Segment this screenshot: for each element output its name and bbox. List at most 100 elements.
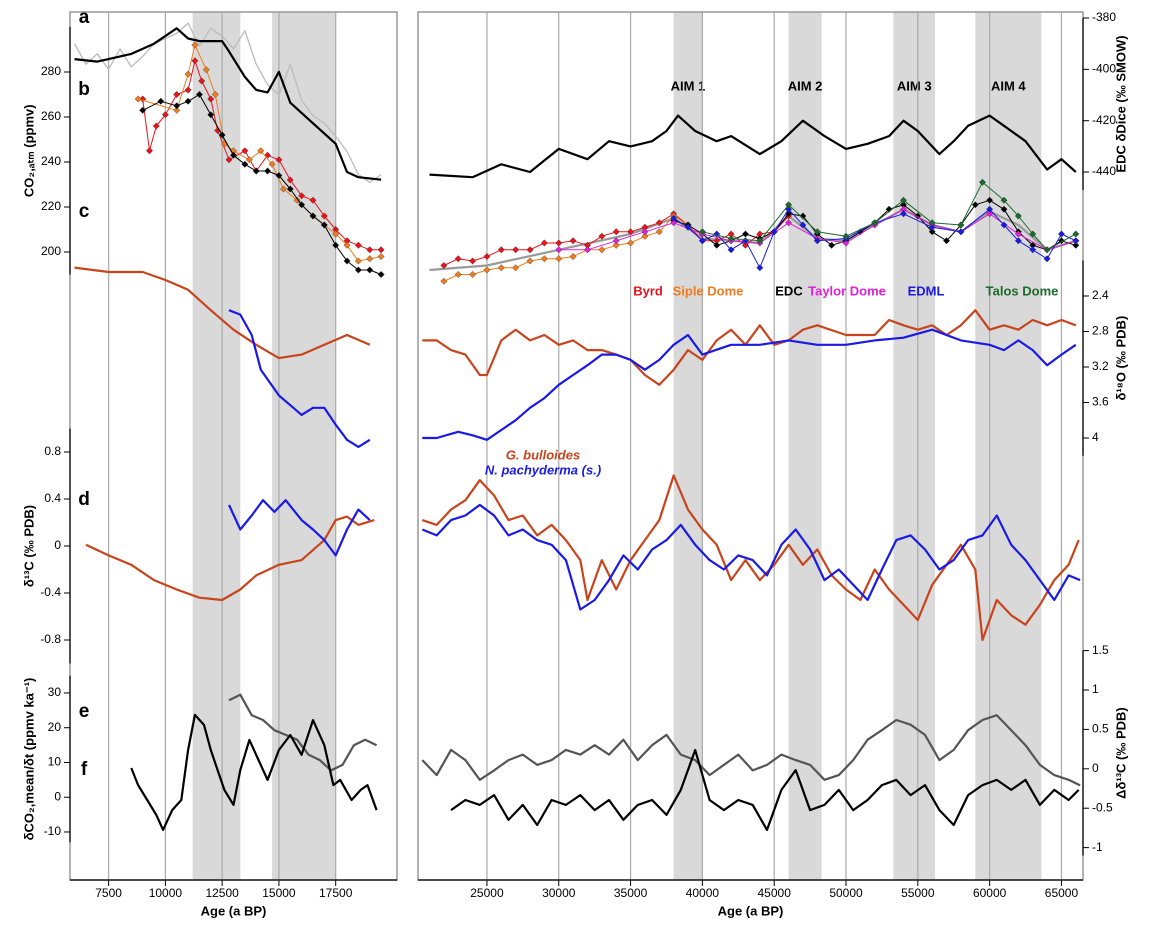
panel-letter: d [78, 489, 90, 510]
x-axis-label: Age (a BP) [718, 903, 784, 918]
y-tick-label: 260 [41, 109, 61, 123]
data-point [684, 223, 692, 231]
y-tick-label: -380 [1092, 10, 1116, 24]
data-point [184, 97, 192, 105]
y-tick-label: 0.4 [44, 491, 61, 505]
x-tick-label: 30000 [542, 886, 576, 900]
data-point [655, 219, 663, 227]
series-line [142, 60, 382, 251]
data-point [978, 178, 986, 186]
data-point [1014, 230, 1022, 238]
series-line [421, 474, 1080, 642]
data-point [241, 147, 249, 155]
y-tick-label: -420 [1092, 113, 1116, 127]
data-point [275, 172, 283, 179]
data-point [184, 86, 192, 94]
legend-entry: EDC [775, 283, 803, 298]
y-tick-label: -1 [1092, 840, 1103, 854]
series-line [142, 94, 382, 275]
data-point [173, 102, 181, 110]
shaded-band [788, 12, 822, 880]
data-point [309, 212, 317, 220]
data-point [230, 151, 237, 159]
series-line [228, 309, 371, 448]
data-point [612, 237, 620, 245]
data-point [173, 106, 181, 114]
data-point [799, 212, 807, 220]
data-point [986, 196, 994, 204]
data-point [298, 201, 306, 209]
series-line [450, 748, 1080, 831]
y-tick-label: 20 [48, 720, 62, 734]
y-tick-label: 3.2 [1092, 359, 1109, 373]
y-axis-label: δ¹⁸O (‰ PDB) [1113, 316, 1128, 401]
data-point [899, 196, 907, 204]
data-point [225, 156, 233, 164]
data-point [957, 221, 965, 229]
series-line [85, 515, 375, 602]
data-point [871, 219, 879, 227]
band-label: AIM 2 [788, 78, 823, 93]
data-point [1072, 241, 1080, 249]
panel-letter: f [81, 759, 88, 780]
shaded-band [893, 12, 936, 880]
legend-entry: Taylor Dome [808, 283, 886, 298]
panel-letter: b [78, 79, 90, 100]
data-point [555, 255, 563, 263]
y-tick-label: 0 [54, 789, 61, 803]
data-point [257, 147, 265, 155]
series-line [421, 503, 1081, 611]
y-axis-label: δCO₂,mean/δt (ppmv ka⁻¹) [21, 678, 36, 841]
y-tick-label: 0 [1092, 761, 1099, 775]
data-point [483, 253, 491, 260]
data-point [670, 214, 678, 222]
data-point [440, 262, 448, 269]
data-point [191, 41, 199, 49]
data-point [454, 271, 462, 278]
data-point [264, 151, 272, 159]
x-tick-label: 65000 [1045, 886, 1079, 900]
data-point [540, 239, 548, 247]
data-point [583, 246, 591, 254]
data-point [320, 221, 328, 229]
y-axis-label: CO₂,ₐₜₘ (ppmv) [21, 104, 36, 197]
data-point [268, 160, 276, 168]
data-point [627, 228, 635, 236]
data-point [1000, 205, 1008, 213]
data-point [184, 70, 192, 78]
data-point [899, 210, 907, 218]
data-point [483, 266, 491, 274]
data-point [497, 246, 505, 254]
series-line [137, 44, 382, 262]
data-point [813, 237, 821, 245]
data-point [218, 131, 226, 139]
data-point [275, 156, 283, 164]
data-point [202, 66, 210, 74]
data-point [1072, 230, 1080, 238]
y-tick-label: 240 [41, 154, 61, 168]
data-point [1029, 246, 1037, 254]
data-point [785, 201, 793, 209]
series-line [228, 693, 378, 772]
shaded-band [272, 12, 336, 880]
data-point [713, 241, 721, 249]
data-point [377, 271, 385, 278]
x-tick-label: 10000 [149, 886, 183, 900]
x-axis-label: Age (a BP) [201, 903, 267, 918]
data-point [241, 160, 249, 168]
data-point [957, 228, 965, 236]
x-tick-label: 55000 [901, 886, 935, 900]
data-point [885, 205, 893, 213]
y-tick-label: 280 [41, 64, 61, 78]
x-tick-label: 40000 [686, 886, 720, 900]
data-point [145, 147, 153, 155]
data-point [195, 91, 203, 98]
x-tick-label: 15000 [262, 886, 296, 900]
x-tick-label: 12500 [205, 886, 239, 900]
data-point [842, 239, 850, 247]
data-point [598, 246, 606, 254]
data-point [354, 241, 362, 249]
series-line [74, 266, 371, 360]
data-point [756, 237, 764, 245]
shaded-band [673, 12, 703, 880]
